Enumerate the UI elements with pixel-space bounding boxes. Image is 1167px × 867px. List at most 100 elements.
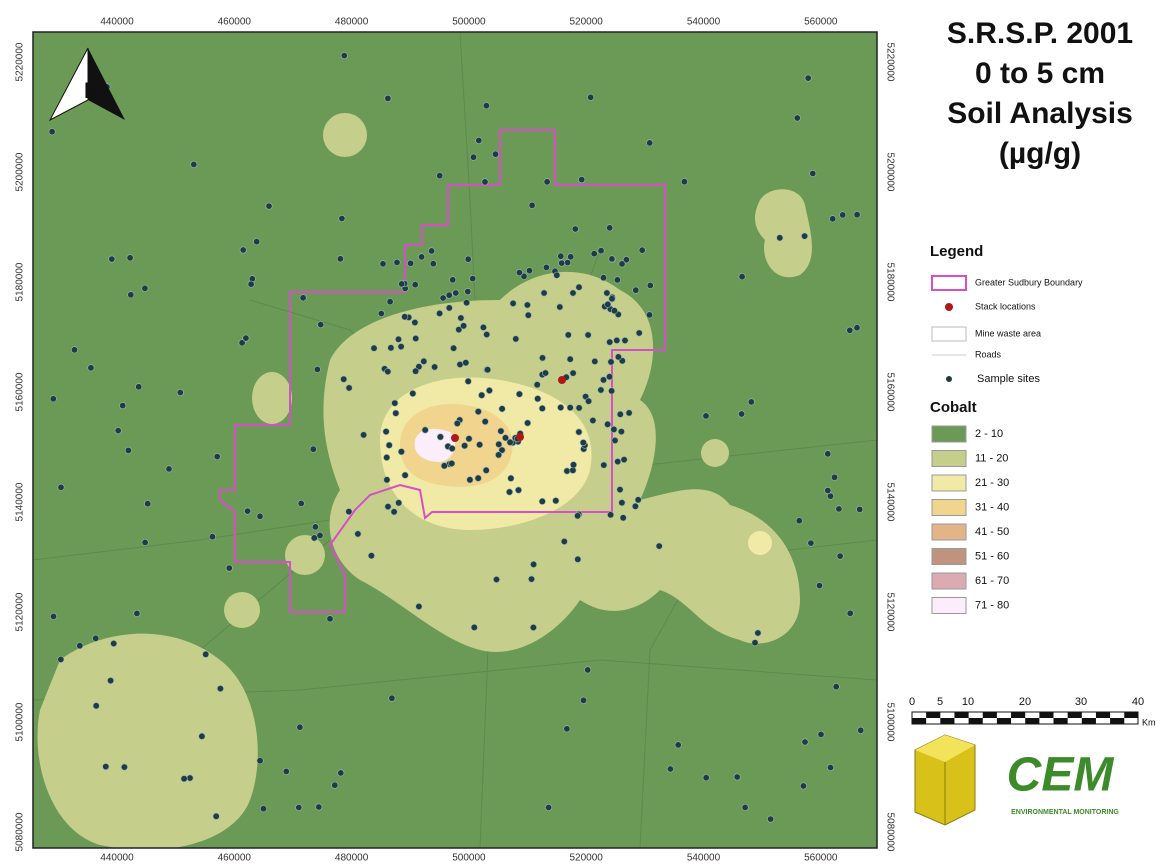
sample-site	[609, 296, 615, 302]
scale-unit: Km	[1142, 717, 1156, 727]
sample-site	[554, 272, 560, 278]
scale-segment	[1011, 712, 1025, 718]
sample-site	[667, 766, 673, 772]
sample-site	[453, 290, 459, 296]
sample-site	[209, 534, 215, 540]
logo: CEM ENVIRONMENTAL MONITORING	[915, 735, 1119, 825]
sample-site	[412, 282, 418, 288]
sample-site	[810, 170, 816, 176]
scale-segment	[926, 712, 940, 718]
sample-site	[450, 345, 456, 351]
sample-site	[539, 405, 545, 411]
sample-site	[636, 330, 642, 336]
sample-site	[283, 768, 289, 774]
sample-site	[831, 474, 837, 480]
sample-swatch	[946, 376, 952, 382]
sample-site	[476, 137, 482, 143]
sample-site	[371, 345, 377, 351]
zone-21-30	[748, 531, 772, 555]
y-label: 5080000	[15, 812, 26, 851]
scale-segment	[954, 712, 968, 718]
sample-site	[615, 458, 621, 464]
stack-location	[558, 376, 566, 384]
sample-site	[607, 339, 613, 345]
title-line: S.R.S.P. 2001	[947, 17, 1133, 50]
sample-site	[703, 775, 709, 781]
sample-site	[854, 325, 860, 331]
title: S.R.S.P. 20010 to 5 cmSoil Analysis(µg/g…	[947, 17, 1133, 170]
scale-label: 20	[1019, 696, 1031, 708]
sample-site	[825, 487, 831, 493]
sample-site	[794, 115, 800, 121]
sample-site	[50, 613, 56, 619]
y-label: 5220000	[15, 42, 26, 81]
sample-site	[656, 543, 662, 549]
sample-site	[257, 758, 263, 764]
sample-site	[796, 518, 802, 524]
zone-11-20	[701, 439, 729, 467]
sample-site	[570, 370, 576, 376]
sample-site	[407, 260, 413, 266]
sample-site	[545, 804, 551, 810]
sample-site	[399, 281, 405, 287]
y-label: 5160000	[15, 372, 26, 411]
y-label: 5100000	[15, 702, 26, 741]
sample-site	[572, 226, 578, 232]
sample-site	[392, 400, 398, 406]
sample-site	[109, 256, 115, 262]
sample-site	[475, 475, 481, 481]
sample-site	[639, 247, 645, 253]
sample-site	[121, 764, 127, 770]
y-label: 5140000	[15, 482, 26, 521]
sample-site	[748, 399, 754, 405]
sample-site	[568, 254, 574, 260]
sample-site	[431, 364, 437, 370]
x-label: 480000	[335, 853, 369, 864]
sample-site	[260, 806, 266, 812]
sample-site	[115, 427, 121, 433]
x-label: 440000	[100, 17, 134, 28]
sample-site	[120, 402, 126, 408]
north-label: N	[84, 78, 100, 103]
sample-site	[296, 804, 302, 810]
scale-segment	[912, 718, 926, 724]
sample-site	[457, 361, 463, 367]
sample-site	[88, 365, 94, 371]
sample-site	[585, 332, 591, 338]
sample-site	[604, 290, 610, 296]
sample-site	[510, 300, 516, 306]
scale-segment	[1039, 712, 1053, 718]
sample-site	[332, 782, 338, 788]
sample-site	[544, 179, 550, 185]
x-label: 500000	[452, 17, 486, 28]
sample-site	[633, 287, 639, 293]
x-label: 460000	[218, 853, 252, 864]
scale-segment	[1124, 712, 1138, 718]
sample-site	[243, 335, 249, 341]
sample-site	[816, 582, 822, 588]
sample-site	[480, 324, 486, 330]
x-label: 520000	[570, 853, 604, 864]
sample-site	[177, 389, 183, 395]
sample-site	[127, 255, 133, 261]
sample-site	[103, 763, 109, 769]
sample-site	[454, 420, 460, 426]
sample-site	[203, 651, 209, 657]
logo-name: CEM	[1007, 749, 1115, 802]
sample-site	[833, 684, 839, 690]
sample-site	[310, 446, 316, 452]
sample-site	[557, 304, 563, 310]
logo-tagline: ENVIRONMENTAL MONITORING	[1011, 809, 1119, 816]
sample-site	[191, 161, 197, 167]
sample-site	[317, 532, 323, 538]
zone-11-20	[38, 634, 258, 850]
sample-site	[580, 697, 586, 703]
sample-site	[622, 337, 628, 343]
sample-site	[125, 447, 131, 453]
sample-site	[767, 816, 773, 822]
stack-location	[516, 433, 524, 441]
sample-site	[312, 524, 318, 530]
sample-site	[525, 312, 531, 318]
sample-site	[739, 274, 745, 280]
sample-site	[492, 151, 498, 157]
